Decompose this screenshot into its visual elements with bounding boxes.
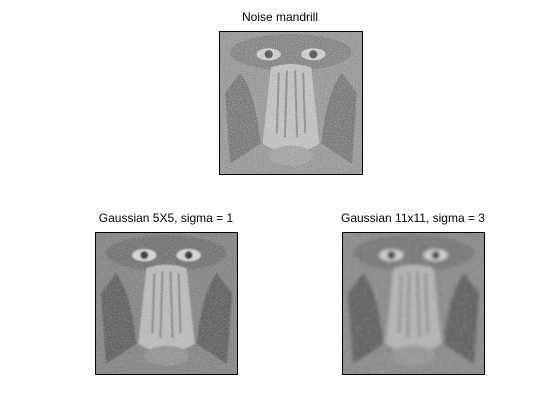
gaussian-5x5-title: Gaussian 5X5, sigma = 1 bbox=[98, 211, 234, 225]
gaussian-5x5-image bbox=[95, 232, 238, 375]
noise-mandrill-title: Noise mandrill bbox=[241, 10, 319, 24]
gaussian-11x11-image bbox=[342, 232, 485, 375]
noise-mandrill-image bbox=[219, 31, 363, 175]
gaussian-11x11-title: Gaussian 11x11, sigma = 3 bbox=[341, 211, 485, 225]
